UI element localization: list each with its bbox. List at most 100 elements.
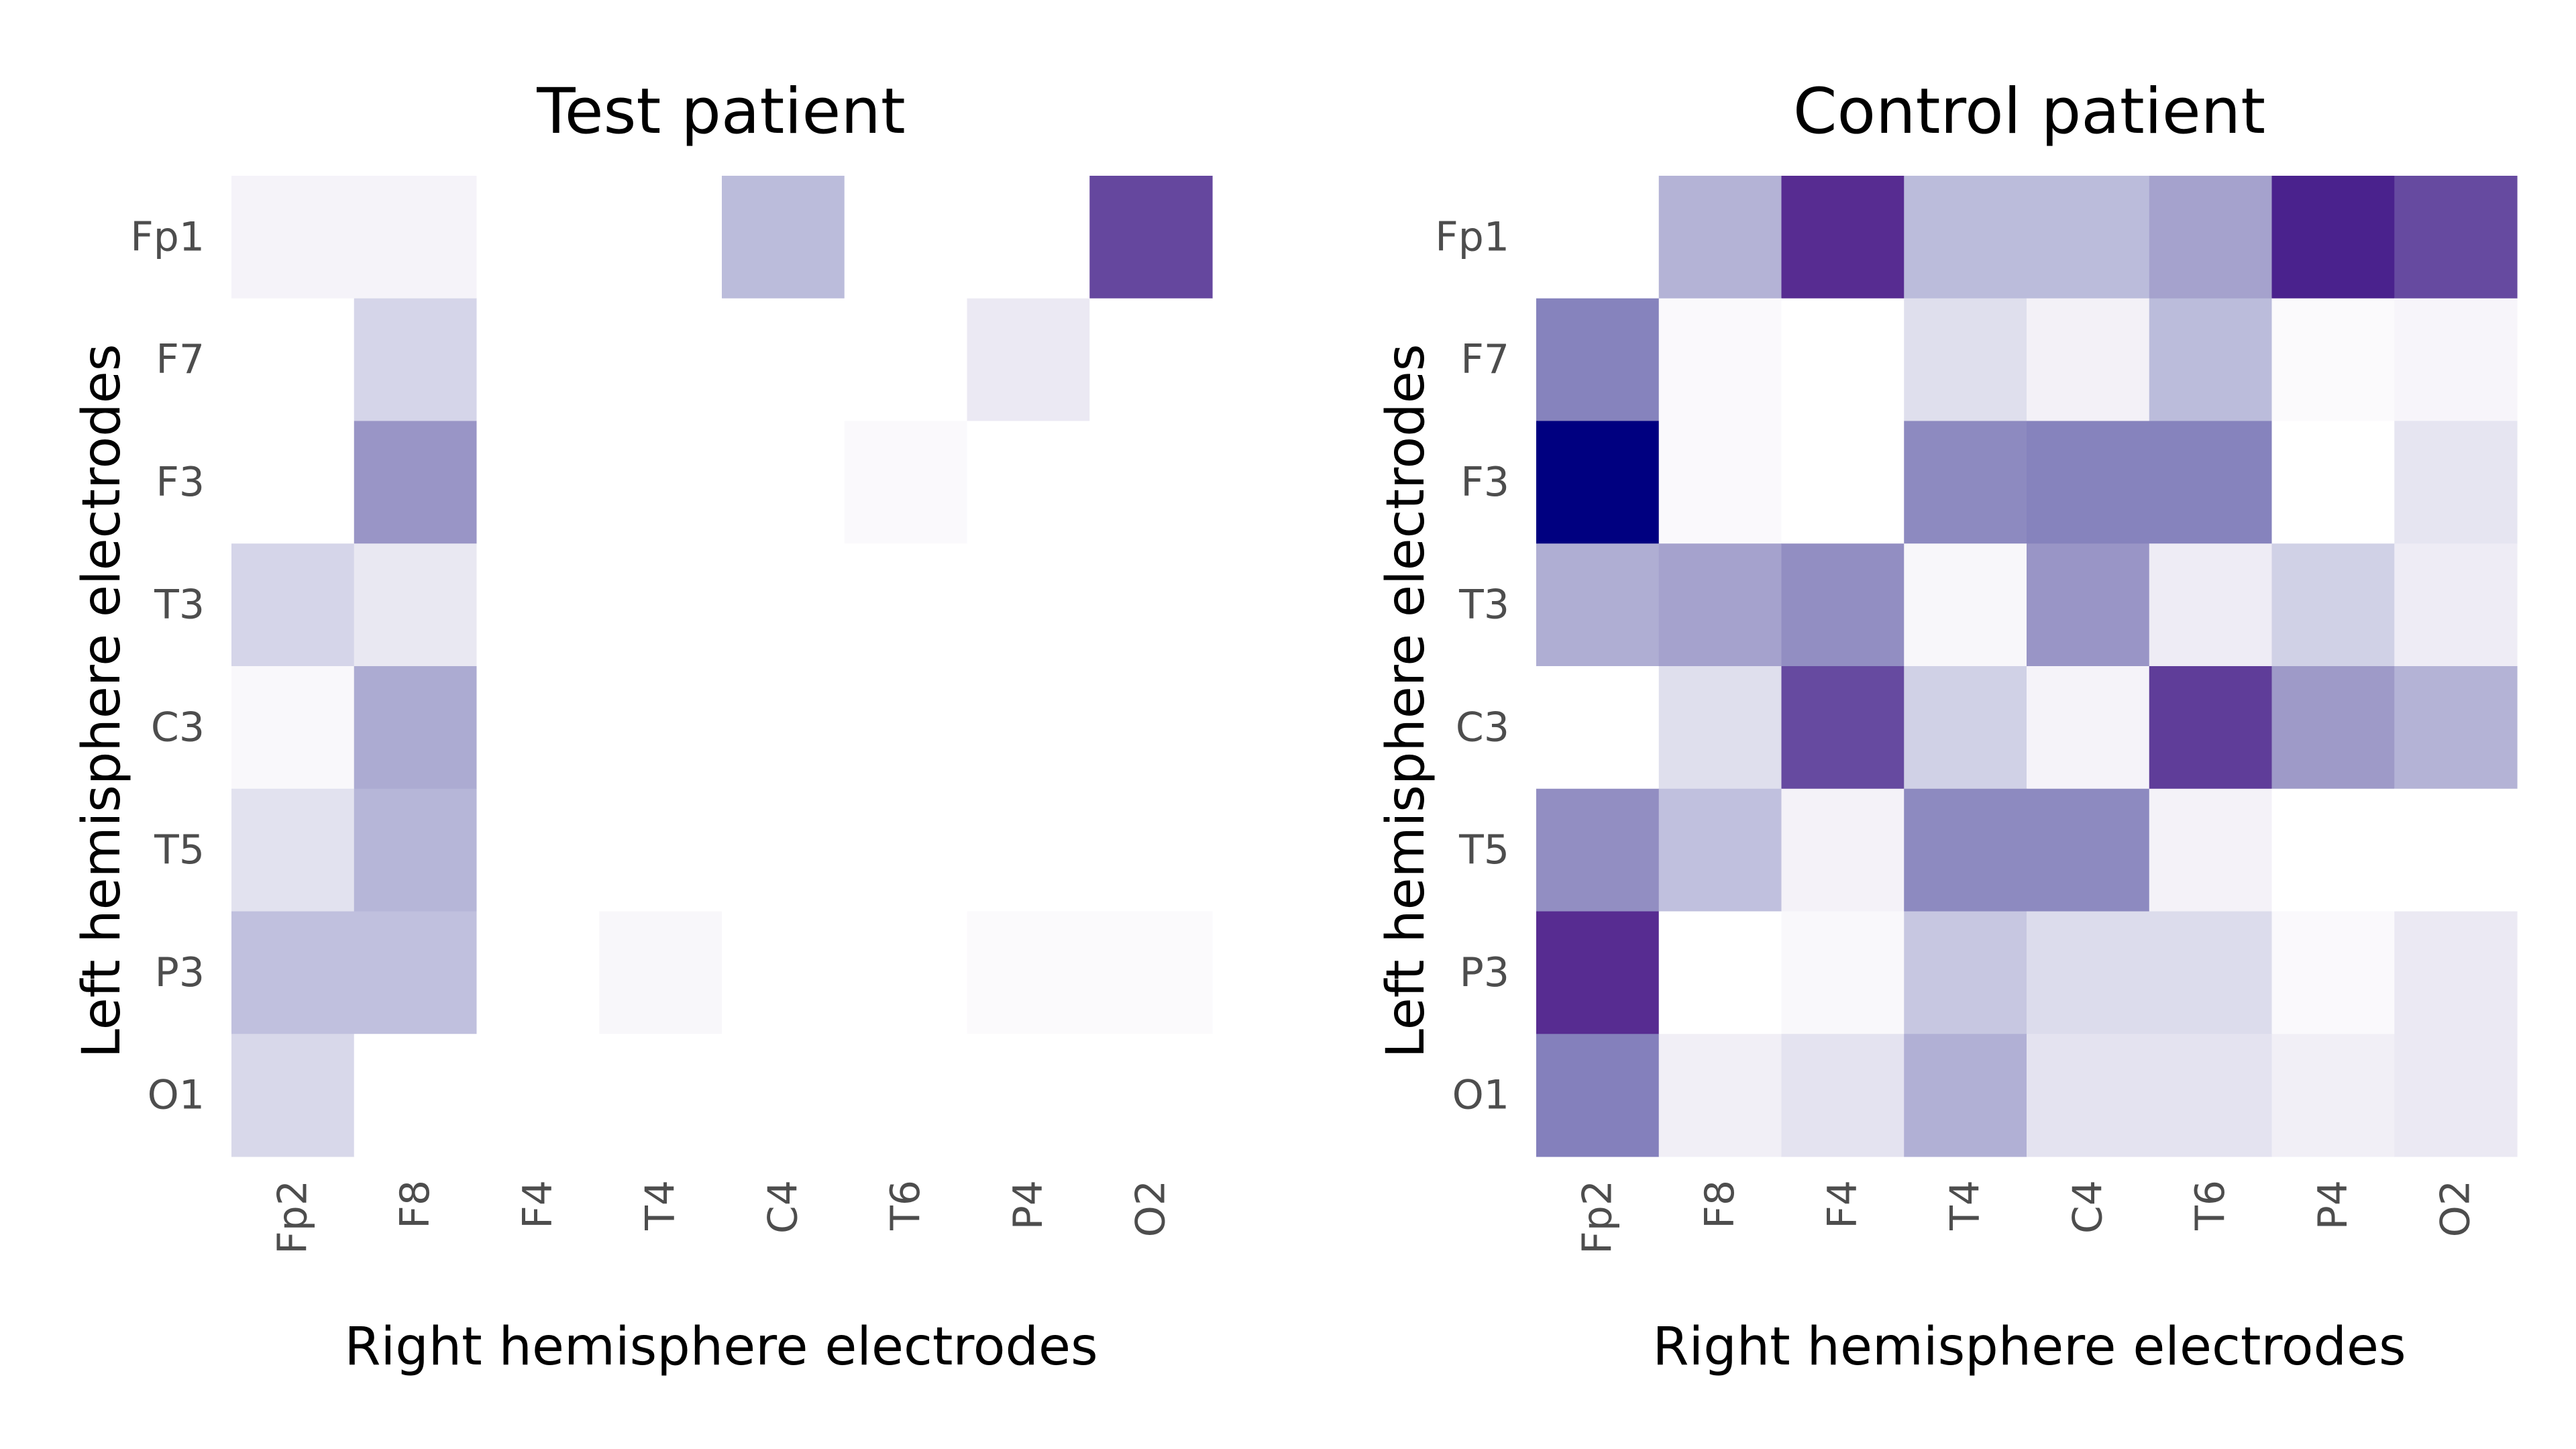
- control-patient-cell-F7-P4: [2271, 298, 2395, 422]
- test-patient-x-ticks: Fp2 F8 F4 T4 C4 T6 P4 O2: [269, 1180, 1174, 1254]
- control-patient-cell-P3-T4: [1904, 911, 2027, 1034]
- control-patient-cell-Fp1-T4: [1904, 176, 2027, 299]
- test-patient-cell-Fp1-T6: [844, 176, 968, 299]
- control-patient-cell-C3-Fp2: [1536, 666, 1660, 790]
- test-patient-cell-F3-P4: [967, 421, 1090, 544]
- control-patient-cell-O1-T4: [1904, 1034, 2027, 1157]
- test-patient-cell-T3-O2: [1089, 543, 1213, 667]
- test-patient-cell-T5-Fp2: [231, 788, 355, 912]
- test-patient-x-tick-label: C4: [759, 1180, 806, 1234]
- control-patient-cell-P3-O2: [2394, 911, 2518, 1034]
- control-patient-cell-T5-F8: [1658, 788, 1782, 912]
- control-patient-x-tick-label: T6: [2187, 1180, 2234, 1231]
- control-patient-y-tick-label: F3: [1460, 459, 1509, 506]
- control-patient-cell-F3-F4: [1781, 421, 1904, 544]
- test-patient-cell-P3-C4: [722, 911, 845, 1034]
- test-patient-cell-T3-T6: [844, 543, 968, 667]
- test-patient-x-tick-label: O2: [1128, 1180, 1175, 1237]
- test-patient-cell-C3-T4: [599, 666, 722, 790]
- test-patient-y-tick-label: T5: [154, 826, 205, 873]
- control-patient-x-tick-label: T4: [1942, 1180, 1989, 1231]
- test-patient-cell-F3-C4: [722, 421, 845, 544]
- control-patient-x-axis-label: Right hemisphere electrodes: [1652, 1317, 2406, 1377]
- test-patient-cell-F3-Fp2: [231, 421, 355, 544]
- test-patient-cell-P3-O2: [1089, 911, 1213, 1034]
- test-patient-x-tick-label: P4: [1005, 1180, 1052, 1230]
- test-patient-cell-F3-T6: [844, 421, 968, 544]
- control-patient-cell-C3-O2: [2394, 666, 2518, 790]
- control-patient-heatmap: [1536, 176, 2518, 1157]
- control-patient-cell-Fp1-F8: [1658, 176, 1782, 299]
- test-patient-y-tick-label: F3: [156, 459, 205, 506]
- test-patient-cell-T5-O2: [1089, 788, 1213, 912]
- control-patient-y-tick-label: T3: [1458, 582, 1509, 629]
- test-patient-cell-O1-T6: [844, 1034, 968, 1157]
- test-patient-cell-T3-Fp2: [231, 543, 355, 667]
- test-patient-cell-C3-C4: [722, 666, 845, 790]
- test-patient-cell-F7-T6: [844, 298, 968, 422]
- test-patient-cell-O1-O2: [1089, 1034, 1213, 1157]
- test-patient-cell-C3-T6: [844, 666, 968, 790]
- control-patient-cell-T3-Fp2: [1536, 543, 1660, 667]
- control-patient-cell-F7-O2: [2394, 298, 2518, 422]
- test-patient-panel: Test patient Fp1 F7 F3 T3 C3 T5 P3 O1 Fp2 F8 F4 T4…: [72, 75, 1213, 1377]
- control-patient-cell-T5-Fp2: [1536, 788, 1660, 912]
- control-patient-cell-F7-F4: [1781, 298, 1904, 422]
- test-patient-cell-C3-P4: [967, 666, 1090, 790]
- test-patient-cell-P3-Fp2: [231, 911, 355, 1034]
- control-patient-y-tick-label: F7: [1460, 336, 1509, 383]
- test-patient-cell-T3-T4: [599, 543, 722, 667]
- test-patient-cell-F7-T4: [599, 298, 722, 422]
- control-patient-cell-F7-F8: [1658, 298, 1782, 422]
- control-patient-cell-Fp1-Fp2: [1536, 176, 1660, 299]
- control-patient-cell-F7-C4: [2027, 298, 2150, 422]
- control-patient-cell-C3-C4: [2027, 666, 2150, 790]
- control-patient-y-tick-label: C3: [1456, 704, 1509, 751]
- test-patient-cell-T5-T4: [599, 788, 722, 912]
- control-patient-cell-T3-T6: [2149, 543, 2273, 667]
- test-patient-x-tick-label: T6: [882, 1180, 929, 1231]
- control-patient-cell-P3-Fp2: [1536, 911, 1660, 1034]
- control-patient-cell-T3-F8: [1658, 543, 1782, 667]
- test-patient-cell-O1-Fp2: [231, 1034, 355, 1157]
- control-patient-cell-T3-P4: [2271, 543, 2395, 667]
- control-patient-cell-F3-O2: [2394, 421, 2518, 544]
- test-patient-cell-C3-F4: [476, 666, 600, 790]
- control-patient-x-ticks: Fp2 F8 F4 T4 C4 T6 P4 O2: [1574, 1180, 2479, 1254]
- control-patient-cell-P3-F4: [1781, 911, 1904, 1034]
- test-patient-cell-O1-C4: [722, 1034, 845, 1157]
- test-patient-y-ticks: Fp1 F7 F3 T3 C3 T5 P3 O1: [130, 213, 205, 1118]
- control-patient-cell-Fp1-T6: [2149, 176, 2273, 299]
- test-patient-cell-T5-T6: [844, 788, 968, 912]
- test-patient-cell-Fp1-T4: [599, 176, 722, 299]
- control-patient-title: Control patient: [1793, 75, 2265, 148]
- test-patient-cell-O1-P4: [967, 1034, 1090, 1157]
- test-patient-y-axis-label: Left hemisphere electrodes: [72, 344, 132, 1059]
- control-patient-cell-T5-T6: [2149, 788, 2273, 912]
- test-patient-y-tick-label: P3: [155, 949, 205, 996]
- control-patient-cell-O1-C4: [2027, 1034, 2150, 1157]
- test-patient-cell-F3-F8: [354, 421, 478, 544]
- test-patient-cell-F7-F4: [476, 298, 600, 422]
- test-patient-cell-F7-O2: [1089, 298, 1213, 422]
- control-patient-cell-T3-T4: [1904, 543, 2027, 667]
- test-patient-heatmap: [231, 176, 1213, 1157]
- control-patient-cell-C3-F8: [1658, 666, 1782, 790]
- control-patient-cell-P3-C4: [2027, 911, 2150, 1034]
- control-patient-cell-F3-T6: [2149, 421, 2273, 544]
- control-patient-cell-O1-P4: [2271, 1034, 2395, 1157]
- control-patient-x-tick-label: P4: [2310, 1180, 2357, 1230]
- test-patient-cell-F7-Fp2: [231, 298, 355, 422]
- control-patient-x-tick-label: Fp2: [1574, 1180, 1621, 1254]
- control-patient-cell-T5-F4: [1781, 788, 1904, 912]
- control-patient-y-axis-label: Left hemisphere electrodes: [1376, 344, 1436, 1059]
- control-patient-cell-O1-F4: [1781, 1034, 1904, 1157]
- test-patient-cell-F3-O2: [1089, 421, 1213, 544]
- control-patient-y-tick-label: P3: [1460, 949, 1509, 996]
- test-patient-cell-T5-C4: [722, 788, 845, 912]
- control-patient-cell-Fp1-F4: [1781, 176, 1904, 299]
- test-patient-cell-T5-P4: [967, 788, 1090, 912]
- control-patient-cell-O1-O2: [2394, 1034, 2518, 1157]
